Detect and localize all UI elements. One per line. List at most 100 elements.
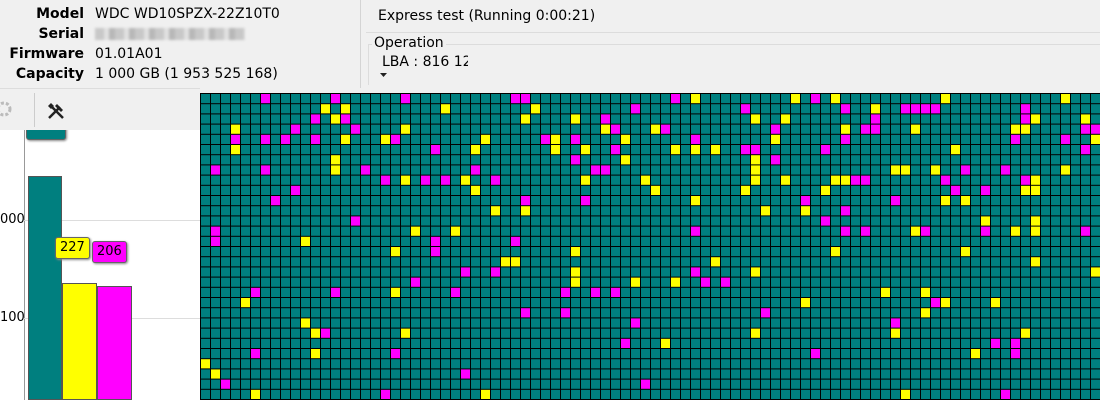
block-cell	[601, 185, 610, 195]
block-cell	[501, 236, 510, 246]
block-cell	[721, 318, 730, 328]
block-cell	[1071, 196, 1080, 206]
block-cell	[391, 134, 400, 144]
block-cell	[1031, 247, 1040, 257]
block-cell	[241, 226, 250, 236]
block-cell	[231, 369, 240, 379]
block-cell	[571, 206, 580, 216]
block-cell	[651, 379, 660, 389]
block-cell	[261, 236, 270, 246]
block-cell	[681, 267, 690, 277]
block-cell	[401, 196, 410, 206]
tools-icon[interactable]	[46, 101, 66, 121]
block-cell	[531, 175, 540, 185]
block-cell	[1001, 257, 1010, 267]
block-cell	[481, 328, 490, 338]
block-cell	[201, 298, 210, 308]
block-cell	[691, 287, 700, 297]
block-cell	[671, 145, 680, 155]
block-cell	[541, 247, 550, 257]
tool-icon-disabled[interactable]	[0, 99, 14, 119]
block-cell	[1001, 104, 1010, 114]
block-cell	[411, 277, 420, 287]
block-cell	[471, 389, 480, 399]
block-cell	[811, 359, 820, 369]
block-cell	[811, 389, 820, 399]
block-cell	[541, 369, 550, 379]
block-cell	[301, 298, 310, 308]
block-cell	[931, 318, 940, 328]
block-cell	[761, 277, 770, 287]
block-cell	[501, 308, 510, 318]
block-cell	[451, 145, 460, 155]
block-cell	[581, 104, 590, 114]
block-cell	[761, 379, 770, 389]
block-cell	[561, 114, 570, 124]
block-cell	[751, 257, 760, 267]
block-cell	[811, 236, 820, 246]
block-cell	[1041, 226, 1050, 236]
block-cell	[831, 206, 840, 216]
block-cell	[1051, 308, 1060, 318]
block-cell	[771, 257, 780, 267]
block-cell	[221, 308, 230, 318]
block-cell	[1071, 124, 1080, 134]
block-cell	[631, 267, 640, 277]
block-cell	[951, 338, 960, 348]
block-cell	[411, 349, 420, 359]
block-cell	[1071, 359, 1080, 369]
block-cell	[671, 165, 680, 175]
y-axis	[24, 130, 25, 400]
block-cell	[891, 216, 900, 226]
block-cell	[281, 114, 290, 124]
block-cell	[1051, 196, 1060, 206]
block-cell	[621, 318, 630, 328]
block-cell	[541, 196, 550, 206]
block-cell	[751, 308, 760, 318]
block-cell	[851, 257, 860, 267]
block-cell	[791, 236, 800, 246]
block-cell	[811, 318, 820, 328]
block-cell	[801, 359, 810, 369]
block-cell	[881, 185, 890, 195]
block-cell	[481, 185, 490, 195]
block-cell	[521, 287, 530, 297]
block-cell	[351, 257, 360, 267]
block-cell	[361, 196, 370, 206]
block-cell	[601, 359, 610, 369]
block-cell	[241, 104, 250, 114]
block-cell	[341, 308, 350, 318]
block-cell	[741, 349, 750, 359]
block-cell	[501, 338, 510, 348]
block-cell	[971, 185, 980, 195]
block-cell	[721, 389, 730, 399]
block-cell	[581, 247, 590, 257]
block-cell	[371, 349, 380, 359]
block-cell	[921, 134, 930, 144]
block-cell	[931, 379, 940, 389]
block-cell	[611, 206, 620, 216]
block-cell	[211, 94, 220, 104]
block-cell	[351, 114, 360, 124]
block-cell	[271, 196, 280, 206]
block-cell	[411, 308, 420, 318]
block-cell	[401, 165, 410, 175]
block-cell	[411, 134, 420, 144]
block-cell	[211, 114, 220, 124]
block-cell	[341, 379, 350, 389]
block-cell	[581, 359, 590, 369]
block-cell	[591, 369, 600, 379]
block-cell	[261, 134, 270, 144]
block-cell	[481, 338, 490, 348]
block-cell	[421, 175, 430, 185]
block-cell	[1081, 338, 1090, 348]
block-cell	[381, 124, 390, 134]
block-cell	[671, 175, 680, 185]
block-cell	[641, 298, 650, 308]
block-cell	[291, 257, 300, 267]
block-cell	[1091, 114, 1100, 124]
block-cell	[651, 94, 660, 104]
block-cell	[521, 389, 530, 399]
block-cell	[781, 155, 790, 165]
dropdown-arrow[interactable]	[380, 73, 388, 79]
